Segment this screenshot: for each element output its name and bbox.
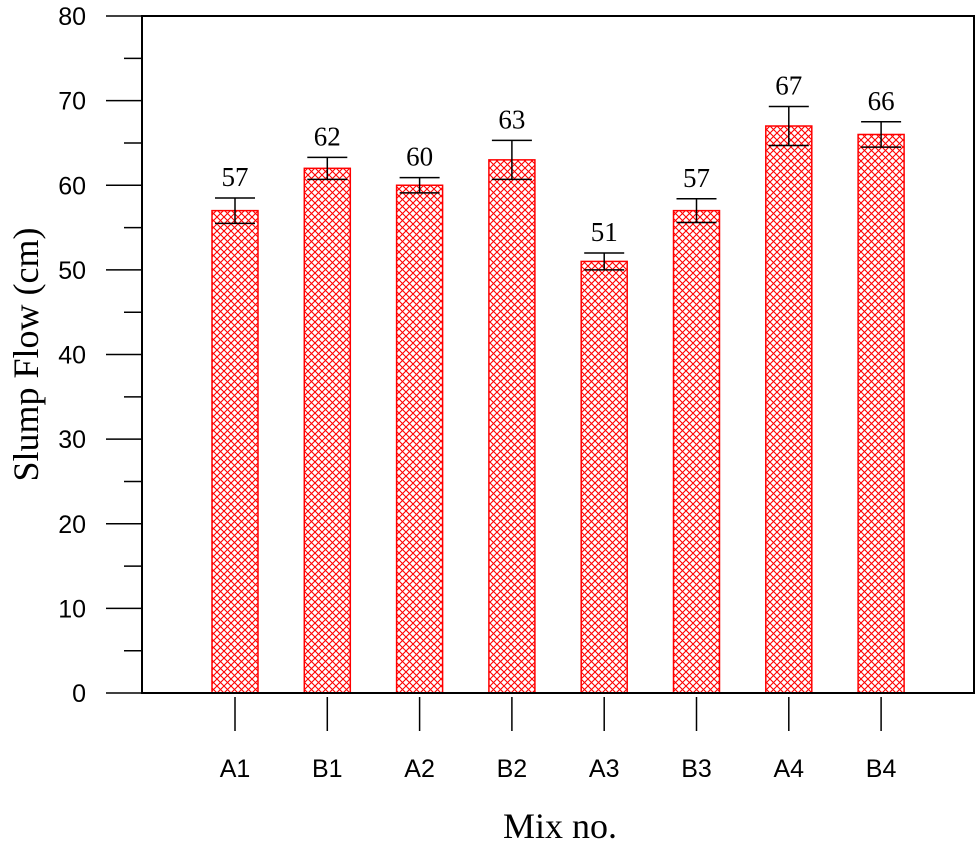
axis-ticks <box>106 15 882 731</box>
y-tick-label-40: 40 <box>58 342 86 370</box>
y-tick-label-70: 70 <box>58 88 86 116</box>
y-axis-title: Slump Flow (cm) <box>6 227 46 481</box>
x-tick-label-B4: B4 <box>866 755 897 783</box>
bars <box>211 125 905 694</box>
error-bars <box>215 105 902 271</box>
bar-A4 <box>765 125 813 694</box>
bar-B4 <box>857 133 905 694</box>
value-label-B1: 62 <box>314 121 341 151</box>
value-label-A1: 57 <box>222 162 249 192</box>
x-tick-label-B3: B3 <box>681 755 712 783</box>
bar-A1 <box>211 209 259 694</box>
bar-B1 <box>303 167 352 694</box>
y-tick-label-10: 10 <box>58 595 86 623</box>
y-tick-label-60: 60 <box>58 172 86 200</box>
y-tick-label-0: 0 <box>72 680 86 708</box>
x-axis-title: Mix no. <box>503 806 617 846</box>
bar-B2 <box>488 159 536 694</box>
x-tick-label-B1: B1 <box>312 755 343 783</box>
x-tick-label-A3: A3 <box>589 755 620 783</box>
y-tick-label-30: 30 <box>58 426 86 454</box>
bar-A2 <box>395 184 444 694</box>
value-label-B3: 57 <box>683 163 710 193</box>
bar-B3 <box>672 209 721 694</box>
x-tick-label-A4: A4 <box>774 755 805 783</box>
y-tick-label-80: 80 <box>58 3 86 31</box>
bar-A3 <box>580 260 628 694</box>
value-label-A3: 51 <box>591 217 618 247</box>
x-tick-label-B2: B2 <box>497 755 528 783</box>
value-label-A2: 60 <box>406 142 433 172</box>
value-label-B2: 63 <box>498 104 525 134</box>
value-label-B4: 66 <box>868 86 895 116</box>
x-tick-label-A2: A2 <box>404 755 435 783</box>
x-tick-label-A1: A1 <box>220 755 251 783</box>
y-tick-label-50: 50 <box>58 257 86 285</box>
y-tick-label-20: 20 <box>58 511 86 539</box>
labels: 57 A1 62 B1 60 A2 63 B2 51 A3 57 B3 67 A4 66 B4 0 10 20 30 4… <box>58 3 896 783</box>
value-label-A4: 67 <box>775 71 802 101</box>
plot-frame <box>141 15 975 694</box>
